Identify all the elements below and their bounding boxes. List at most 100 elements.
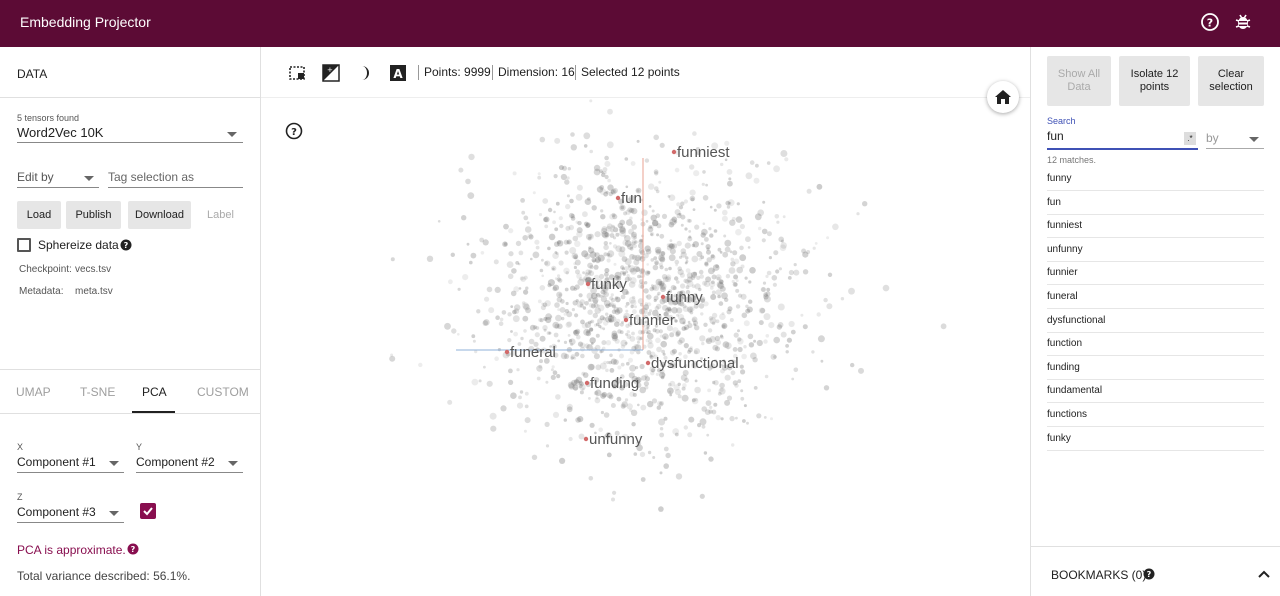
- embedding-point: [566, 176, 570, 180]
- svg-text:+: +: [327, 66, 333, 74]
- select-region-icon[interactable]: [288, 64, 306, 82]
- selected-point[interactable]: [645, 360, 651, 366]
- sphereize-checkbox[interactable]: [17, 238, 31, 252]
- load-button[interactable]: Load: [17, 201, 61, 229]
- match-item[interactable]: funky: [1047, 427, 1264, 451]
- show-all-data-button[interactable]: Show All Data: [1047, 56, 1111, 106]
- selected-point[interactable]: [615, 195, 621, 201]
- download-button[interactable]: Download: [128, 201, 191, 229]
- chevron-up-icon[interactable]: [1258, 569, 1270, 579]
- match-item[interactable]: funnier: [1047, 261, 1264, 286]
- embedding-point: [616, 275, 620, 279]
- match-item[interactable]: fun: [1047, 191, 1264, 215]
- embedding-point: [601, 391, 608, 398]
- embedding-point: [747, 246, 751, 249]
- embedding-scatter-plot[interactable]: funniest fun funky funny funnier funeral dysfu…: [261, 97, 1029, 596]
- search-input[interactable]: fun .*: [1047, 129, 1198, 150]
- match-item[interactable]: funding: [1047, 356, 1264, 380]
- embedding-point: [711, 312, 718, 319]
- help-icon[interactable]: ?: [127, 543, 139, 555]
- moon-icon[interactable]: [356, 64, 374, 82]
- selected-point[interactable]: [504, 349, 510, 355]
- embedding-point: [688, 347, 693, 353]
- embedding-point: [713, 359, 718, 363]
- embedding-point: [604, 282, 612, 290]
- embedding-point: [544, 224, 549, 229]
- embedding-point: [567, 334, 571, 337]
- embedding-point: [650, 258, 655, 262]
- tab-custom[interactable]: CUSTOM: [197, 385, 249, 399]
- embedding-point: [682, 304, 687, 309]
- embedding-point: [593, 303, 599, 308]
- reset-view-button[interactable]: [987, 81, 1019, 113]
- isolate-points-button[interactable]: Isolate 12 points: [1119, 56, 1190, 106]
- match-item[interactable]: functions: [1047, 403, 1264, 427]
- publish-button[interactable]: Publish: [66, 201, 121, 229]
- embedding-point: [508, 228, 514, 234]
- help-circle-icon[interactable]: ?: [285, 122, 303, 140]
- match-item[interactable]: fundamental: [1047, 379, 1264, 404]
- embedding-point: [607, 184, 614, 191]
- embedding-point: [691, 397, 699, 405]
- chevron-down-icon: [84, 176, 94, 181]
- tab-pca[interactable]: PCA: [142, 385, 167, 399]
- selected-point[interactable]: [585, 281, 591, 287]
- embedding-point: [677, 295, 684, 302]
- embedding-point: [590, 287, 597, 294]
- tab-umap[interactable]: UMAP: [16, 385, 51, 399]
- match-item[interactable]: funniest: [1047, 214, 1264, 239]
- embedding-point: [613, 306, 620, 313]
- tensor-select[interactable]: Word2Vec 10K: [17, 125, 243, 143]
- point-label: funniest: [677, 144, 730, 161]
- match-item[interactable]: unfunny: [1047, 238, 1264, 262]
- z-component-select[interactable]: Component #3: [17, 505, 124, 523]
- embedding-point: [480, 251, 485, 255]
- match-item[interactable]: funeral: [1047, 285, 1264, 309]
- help-icon[interactable]: ?: [120, 239, 132, 251]
- bookmarks-header[interactable]: BOOKMARKS (0): [1051, 568, 1147, 582]
- regex-toggle[interactable]: .*: [1184, 132, 1196, 145]
- selected-point[interactable]: [623, 317, 629, 323]
- search-by-select[interactable]: by: [1206, 131, 1264, 149]
- night-mode-contrast-icon[interactable]: +: [322, 64, 340, 82]
- tag-selection-input[interactable]: Tag selection as: [108, 170, 243, 188]
- edit-by-select[interactable]: Edit by: [17, 170, 99, 188]
- embedding-point: [691, 398, 696, 403]
- embedding-point: [760, 287, 766, 292]
- embedding-point: [562, 165, 567, 171]
- y-component-select[interactable]: Component #2: [136, 455, 243, 473]
- embedding-point: [658, 418, 666, 426]
- help-icon[interactable]: ?: [1143, 568, 1155, 580]
- bug-icon[interactable]: [1233, 12, 1253, 32]
- embedding-point: [625, 323, 630, 328]
- embedding-point: [639, 363, 645, 370]
- embedding-point: [668, 382, 672, 387]
- x-component-select[interactable]: Component #1: [17, 455, 124, 473]
- embedding-point: [533, 325, 538, 330]
- selected-point[interactable]: [660, 294, 666, 300]
- embedding-point: [685, 268, 691, 273]
- embedding-point: [705, 244, 711, 250]
- selected-point[interactable]: [584, 380, 590, 386]
- selected-point[interactable]: [583, 436, 589, 442]
- help-circle-icon[interactable]: ?: [1200, 12, 1220, 32]
- tab-tsne[interactable]: T-SNE: [80, 385, 116, 399]
- embedding-point: [594, 252, 600, 258]
- embedding-point: [539, 285, 546, 291]
- match-item[interactable]: function: [1047, 332, 1264, 357]
- match-item[interactable]: funny: [1047, 167, 1264, 191]
- label-button[interactable]: Label: [207, 209, 234, 221]
- z-enabled-checkbox[interactable]: [140, 503, 156, 519]
- selected-point[interactable]: [671, 149, 677, 155]
- embedding-point: [695, 147, 700, 151]
- match-item[interactable]: dysfunctional: [1047, 309, 1264, 333]
- embedding-point: [636, 189, 640, 193]
- embedding-point: [644, 281, 648, 285]
- embedding-point: [606, 252, 610, 257]
- embedding-point: [513, 331, 518, 337]
- embedding-point: [655, 337, 661, 344]
- embedding-point: [600, 410, 605, 415]
- clear-selection-button[interactable]: Clear selection: [1198, 56, 1264, 106]
- label-toggle-icon[interactable]: A: [389, 64, 407, 82]
- embedding-point: [669, 349, 676, 356]
